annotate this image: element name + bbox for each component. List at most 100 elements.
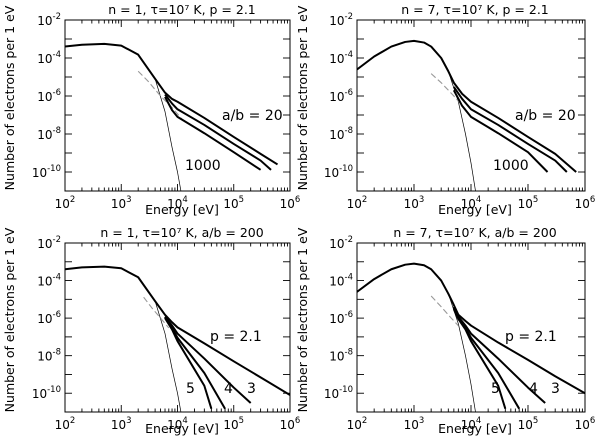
annotation-label: p = 2.1: [505, 329, 557, 345]
y-axis-label: Number of electrons per 1 eV: [295, 227, 310, 412]
panel-title: n = 1, τ=10⁷ K, a/b = 200: [100, 225, 263, 240]
series-line-power-law-asymptote: [137, 70, 183, 120]
series-line-a-b-20: [357, 39, 577, 173]
annotation-label: 3: [551, 381, 560, 397]
series-line-a-b-1000: [452, 89, 549, 173]
tick-exponent: -6: [345, 310, 353, 320]
x-axis-label: Energy [eV]: [145, 202, 219, 217]
tick-exponent: 2: [70, 416, 75, 426]
annotation-label: 5: [186, 381, 195, 397]
tick-exponent: 3: [419, 195, 424, 205]
tick-exponent: 6: [295, 416, 300, 426]
series-line-thermal-core: [357, 40, 476, 191]
y-tick-label: 10-2: [329, 235, 353, 251]
x-tick-label: 106: [280, 416, 301, 432]
tick-exponent: 2: [362, 416, 367, 426]
series-line-power-law-asymptote: [143, 296, 170, 329]
y-tick-label: 10-4: [37, 50, 61, 66]
x-tick-label: 105: [518, 416, 539, 432]
tick-exponent: 3: [126, 416, 131, 426]
x-tick-label: 105: [223, 195, 244, 211]
series-line-p-5: [164, 317, 213, 409]
tick-exponent: -8: [53, 126, 61, 136]
x-tick-label: 102: [347, 195, 368, 211]
x-tick-label: 103: [404, 195, 425, 211]
y-tick-label: 10-4: [329, 50, 353, 66]
tick-exponent: -2: [345, 235, 353, 245]
y-tick-label: 10-4: [329, 273, 353, 289]
panel-top-right: n = 7, τ=10⁷ K, p = 2.1 Energy [eV] Numb…: [295, 2, 595, 217]
tick-exponent: -8: [53, 348, 61, 358]
x-tick-label: 102: [55, 195, 76, 211]
x-tick-label: 103: [111, 416, 132, 432]
panel-bottom-left: n = 1, τ=10⁷ K, a/b = 200 Energy [eV] Nu…: [2, 225, 301, 436]
panel-title: n = 1, τ=10⁷ K, p = 2.1: [108, 2, 256, 17]
y-tick-label: 10-8: [329, 126, 353, 142]
tick-exponent: 6: [295, 195, 300, 205]
panel-title: n = 7, τ=10⁷ K, a/b = 200: [393, 225, 556, 240]
x-tick-label: 105: [223, 416, 244, 432]
tick-exponent: -6: [53, 310, 61, 320]
annotation-label: a/b = 20: [222, 108, 283, 124]
tick-exponent: -4: [53, 273, 61, 283]
y-tick-label: 10-10: [324, 164, 353, 180]
tick-exponent: -8: [345, 126, 353, 136]
y-tick-label: 10-6: [329, 310, 353, 326]
y-tick-label: 10-6: [37, 310, 61, 326]
y-tick-label: 10-8: [37, 348, 61, 364]
tick-exponent: 5: [533, 195, 538, 205]
x-axis-label: Energy [eV]: [438, 421, 512, 436]
series-line-power-law-asymptote: [430, 295, 459, 326]
y-tick-label: 10-2: [37, 235, 61, 251]
tick-exponent: 5: [239, 416, 244, 426]
x-tick-label: 106: [575, 416, 596, 432]
x-tick-label: 106: [280, 195, 301, 211]
annotation-label: 5: [491, 381, 500, 397]
y-tick-label: 10-8: [37, 126, 61, 142]
x-tick-label: 103: [404, 416, 425, 432]
tick-exponent: -6: [53, 88, 61, 98]
y-tick-label: 10-10: [324, 385, 353, 401]
annotation-label: a/b = 20: [515, 108, 576, 124]
y-tick-label: 10-6: [37, 88, 61, 104]
annotation-label: 1000: [493, 158, 529, 174]
tick-exponent: -2: [345, 12, 353, 22]
x-axis-label: Energy [eV]: [438, 202, 512, 217]
tick-exponent: 5: [239, 195, 244, 205]
tick-exponent: 3: [419, 416, 424, 426]
tick-exponent: 4: [476, 195, 481, 205]
x-tick-label: 106: [575, 195, 596, 211]
annotation-label: 4: [224, 381, 233, 397]
tick-exponent: 5: [533, 416, 538, 426]
series-line-p-2-1: [357, 262, 585, 395]
tick-exponent: 4: [182, 195, 187, 205]
y-tick-label: 10-2: [37, 12, 61, 28]
tick-exponent: 4: [476, 416, 481, 426]
series-line-p-2-1: [65, 265, 290, 396]
y-tick-label: 10-10: [32, 164, 61, 180]
x-axis-label: Energy [eV]: [145, 421, 219, 436]
tick-exponent: 2: [362, 195, 367, 205]
tick-exponent: 2: [70, 195, 75, 205]
tick-exponent: -2: [53, 235, 61, 245]
tick-exponent: -4: [345, 273, 353, 283]
tick-exponent: 6: [590, 195, 595, 205]
x-tick-label: 105: [518, 195, 539, 211]
y-tick-label: 10-8: [329, 348, 353, 364]
series-line-p-3: [164, 316, 252, 404]
y-tick-label: 10-4: [37, 273, 61, 289]
series-line-a-b-100: [164, 93, 272, 171]
tick-exponent: -10: [47, 385, 61, 395]
series-line-a-b-100: [453, 86, 568, 173]
series-line-a-b-1000: [164, 96, 262, 171]
y-axis-label: Number of electrons per 1 eV: [2, 5, 17, 190]
panel-bottom-right: n = 7, τ=10⁷ K, a/b = 200 Energy [eV] Nu…: [295, 225, 595, 436]
tick-exponent: -10: [339, 164, 353, 174]
tick-exponent: 6: [590, 416, 595, 426]
y-tick-label: 10-10: [32, 385, 61, 401]
tick-exponent: -8: [345, 348, 353, 358]
panel-title: n = 7, τ=10⁷ K, p = 2.1: [401, 2, 549, 17]
series-line-thermal-core: [357, 263, 476, 412]
tick-exponent: -10: [47, 164, 61, 174]
